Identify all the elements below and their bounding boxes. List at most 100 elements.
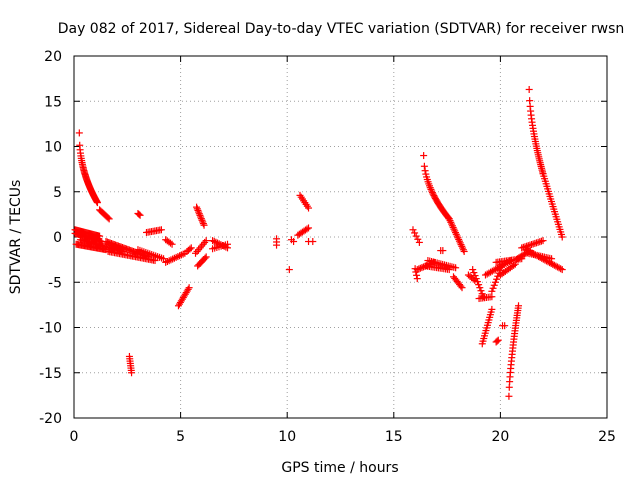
data-point bbox=[471, 272, 479, 280]
y-tick-label: 20 bbox=[44, 49, 62, 65]
data-point bbox=[469, 266, 477, 274]
data-point bbox=[105, 215, 113, 223]
data-point bbox=[494, 336, 502, 344]
data-point bbox=[550, 261, 558, 269]
data-point bbox=[554, 263, 562, 271]
data-point bbox=[413, 275, 421, 283]
data-point bbox=[457, 282, 465, 290]
data-point bbox=[409, 226, 417, 234]
y-tick-label: 15 bbox=[44, 94, 62, 110]
data-point bbox=[552, 262, 560, 270]
data-point bbox=[493, 337, 501, 345]
data-point bbox=[273, 241, 281, 249]
x-tick-label: 5 bbox=[176, 429, 185, 445]
data-point bbox=[200, 221, 208, 229]
data-point bbox=[448, 220, 456, 228]
y-tick-label: -20 bbox=[39, 411, 62, 427]
data-point bbox=[93, 199, 101, 207]
data-point bbox=[459, 244, 467, 252]
data-point bbox=[185, 284, 193, 292]
data-point bbox=[510, 261, 518, 269]
data-point bbox=[199, 218, 207, 226]
data-point bbox=[549, 260, 557, 268]
data-point bbox=[202, 237, 210, 245]
data-point bbox=[539, 237, 547, 245]
data-point bbox=[457, 241, 465, 249]
data-point bbox=[488, 287, 496, 295]
data-point bbox=[416, 264, 424, 272]
data-point bbox=[451, 227, 459, 235]
data-point bbox=[458, 284, 466, 292]
x-tick-label: 10 bbox=[278, 429, 296, 445]
data-point bbox=[187, 244, 195, 252]
data-point bbox=[421, 167, 429, 175]
data-point bbox=[555, 264, 563, 272]
data-point bbox=[198, 216, 206, 224]
data-point bbox=[212, 238, 220, 246]
data-point bbox=[460, 247, 468, 255]
data-point bbox=[414, 235, 422, 243]
y-tick-label: 5 bbox=[53, 185, 62, 201]
data-point bbox=[305, 204, 313, 212]
data-point bbox=[476, 284, 484, 292]
data-point bbox=[201, 254, 209, 262]
data-point bbox=[415, 238, 423, 246]
data-point bbox=[75, 129, 83, 137]
data-point bbox=[428, 189, 436, 197]
y-tick-label: -15 bbox=[39, 366, 62, 382]
data-point bbox=[193, 203, 201, 211]
data-point bbox=[458, 242, 466, 250]
data-point bbox=[194, 206, 202, 214]
data-point bbox=[303, 225, 311, 233]
data-point bbox=[427, 185, 435, 193]
data-point bbox=[472, 275, 480, 283]
data-point bbox=[452, 230, 460, 238]
data-point bbox=[195, 208, 203, 216]
plot-frame bbox=[73, 55, 608, 419]
data-point bbox=[515, 302, 523, 310]
data-point bbox=[305, 224, 313, 232]
x-tick-label: 15 bbox=[385, 429, 403, 445]
data-point bbox=[202, 253, 210, 261]
data-point bbox=[475, 281, 483, 289]
data-point bbox=[413, 271, 421, 279]
axis-ticks: 0 5 10 15 20 25 -20 -15 -10 -5 0 5 10 15 20 bbox=[39, 49, 616, 445]
data-point bbox=[493, 275, 501, 283]
data-point bbox=[490, 281, 498, 289]
data-point bbox=[488, 305, 496, 313]
data-point bbox=[501, 322, 509, 330]
data-point bbox=[415, 265, 423, 273]
data-point bbox=[184, 285, 192, 293]
data-point bbox=[197, 215, 205, 223]
data-point bbox=[224, 240, 232, 248]
data-point bbox=[450, 225, 458, 233]
data-point bbox=[491, 278, 499, 286]
data-point bbox=[290, 238, 298, 246]
y-axis-label: SDTVAR / TECUs bbox=[8, 180, 24, 295]
y-tick-label: -5 bbox=[48, 275, 62, 291]
data-point bbox=[446, 217, 454, 225]
data-point bbox=[505, 392, 513, 400]
data-point bbox=[104, 214, 112, 222]
data-point bbox=[209, 237, 217, 245]
data-point bbox=[557, 265, 565, 273]
data-point bbox=[448, 222, 456, 230]
y-tick-label: 10 bbox=[44, 140, 62, 156]
data-point bbox=[449, 223, 457, 231]
data-point bbox=[428, 187, 436, 195]
data-point bbox=[477, 287, 485, 295]
data-point bbox=[210, 237, 218, 245]
data-point bbox=[166, 239, 174, 247]
data-point bbox=[160, 255, 168, 263]
x-tick-label: 0 bbox=[70, 429, 79, 445]
data-point bbox=[193, 205, 201, 213]
data-point bbox=[447, 218, 455, 226]
data-markers bbox=[71, 85, 566, 400]
data-point bbox=[445, 215, 453, 223]
data-point bbox=[558, 233, 566, 241]
data-point bbox=[285, 266, 293, 274]
data-point bbox=[186, 245, 194, 253]
data-point bbox=[456, 239, 464, 247]
data-point bbox=[411, 229, 419, 237]
